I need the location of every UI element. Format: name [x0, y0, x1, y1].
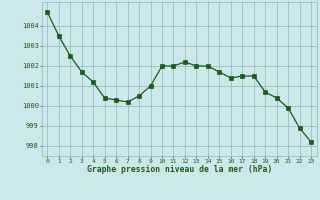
X-axis label: Graphe pression niveau de la mer (hPa): Graphe pression niveau de la mer (hPa): [87, 165, 272, 174]
